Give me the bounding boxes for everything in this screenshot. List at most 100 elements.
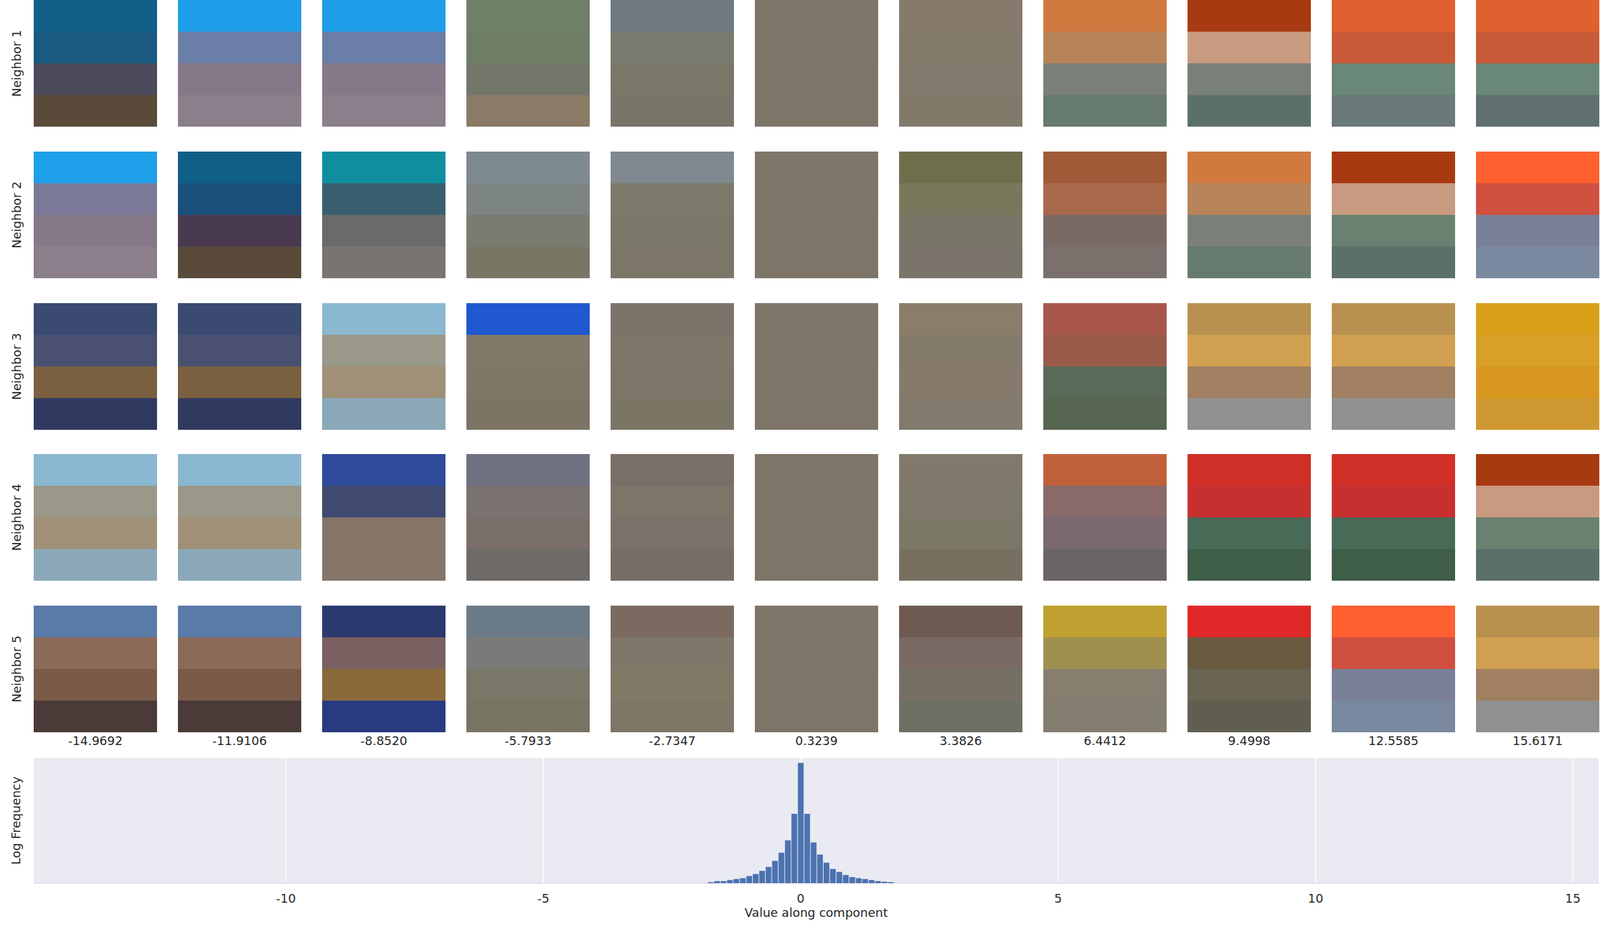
patch-band [754,63,879,96]
patch-band [322,605,446,638]
patch-band [33,366,158,399]
patch-band [1475,246,1600,279]
patch-band [33,637,158,670]
patch-band [899,151,1023,184]
patch-band [1475,151,1600,184]
patch-band [610,183,734,215]
image-patch [1331,151,1456,279]
histogram-bar [855,878,863,884]
image-patch [1187,605,1311,733]
patch-band [1331,398,1456,430]
patch-band [1475,605,1600,638]
patch-band [754,637,879,670]
patch-band [1043,31,1167,64]
image-patch [1475,0,1600,127]
histogram-bar [816,855,823,884]
patch-band [899,63,1023,96]
patch-band [1475,183,1600,215]
x-tick-label: -10 [276,891,296,906]
image-patch [1043,303,1167,430]
patch-band [1331,0,1456,32]
patch-band [610,95,734,127]
patch-band [610,549,734,581]
patch-band [322,334,446,367]
row-label: Neighbor 4 [9,484,24,552]
patch-band [899,700,1023,733]
patch-band [1475,31,1600,64]
patch-band [899,605,1023,638]
patch-band [754,669,879,701]
patch-band [610,454,734,486]
patch-band [754,517,879,550]
patch-band [322,63,446,96]
image-patch [1331,454,1456,581]
patch-band [33,398,158,430]
patch-band [1475,95,1600,127]
patch-band [177,398,302,430]
patch-band [466,63,590,96]
patch-band [466,334,590,367]
patch-band [322,549,446,581]
patch-band [177,700,302,733]
patch-band [1187,246,1311,279]
patch-band [1043,485,1167,518]
histogram-bar [823,863,830,884]
patch-band [466,214,590,247]
histogram-bar [740,878,747,884]
patch-band [610,517,734,550]
patch-band [1475,398,1600,430]
patch-band [899,366,1023,399]
row-label: Neighbor 5 [9,635,24,703]
image-patch [1331,605,1456,733]
patch-band [466,485,590,518]
histogram-bar [849,877,856,884]
patch-band [177,605,302,638]
histogram-bar [797,762,805,884]
patch-band [1475,454,1600,486]
patch-band [33,485,158,518]
patch-band [610,669,734,701]
histogram-bar [746,876,753,884]
image-patch [177,0,302,127]
column-label: -11.9106 [177,733,302,749]
patch-band [1043,95,1167,127]
patch-band [322,31,446,64]
patch-band [1475,334,1600,367]
image-patch [1187,454,1311,581]
patch-band [1043,398,1167,430]
patch-band [1187,183,1311,215]
patch-band [1475,485,1600,518]
patch-band [1187,454,1311,486]
patch-band [322,485,446,518]
patch-band [322,0,446,32]
image-patch [466,454,590,581]
patch-band [33,334,158,367]
grid-line [542,758,544,884]
image-patch [1331,303,1456,430]
column-label: 6.4412 [1043,733,1167,749]
patch-band [610,637,734,670]
image-patch [322,605,446,733]
histogram-bar [836,872,843,884]
image-patch [1331,0,1456,127]
patch-band [1187,31,1311,64]
patch-band [1043,366,1167,399]
column-label: -14.9692 [33,733,158,749]
patch-band [1187,700,1311,733]
patch-band [1043,63,1167,96]
patch-band [466,0,590,32]
patch-band [33,151,158,184]
image-patch [466,151,590,279]
patch-band [177,0,302,32]
patch-band [1043,669,1167,701]
patch-band [1331,183,1456,215]
patch-band [177,669,302,701]
patch-band [1043,183,1167,215]
patch-band [33,246,158,279]
patch-band [610,0,734,32]
image-patch [33,454,158,581]
x-axis-label: Value along component [744,905,889,920]
patch-band [610,485,734,518]
patch-band [33,0,158,32]
patch-band [1475,303,1600,335]
